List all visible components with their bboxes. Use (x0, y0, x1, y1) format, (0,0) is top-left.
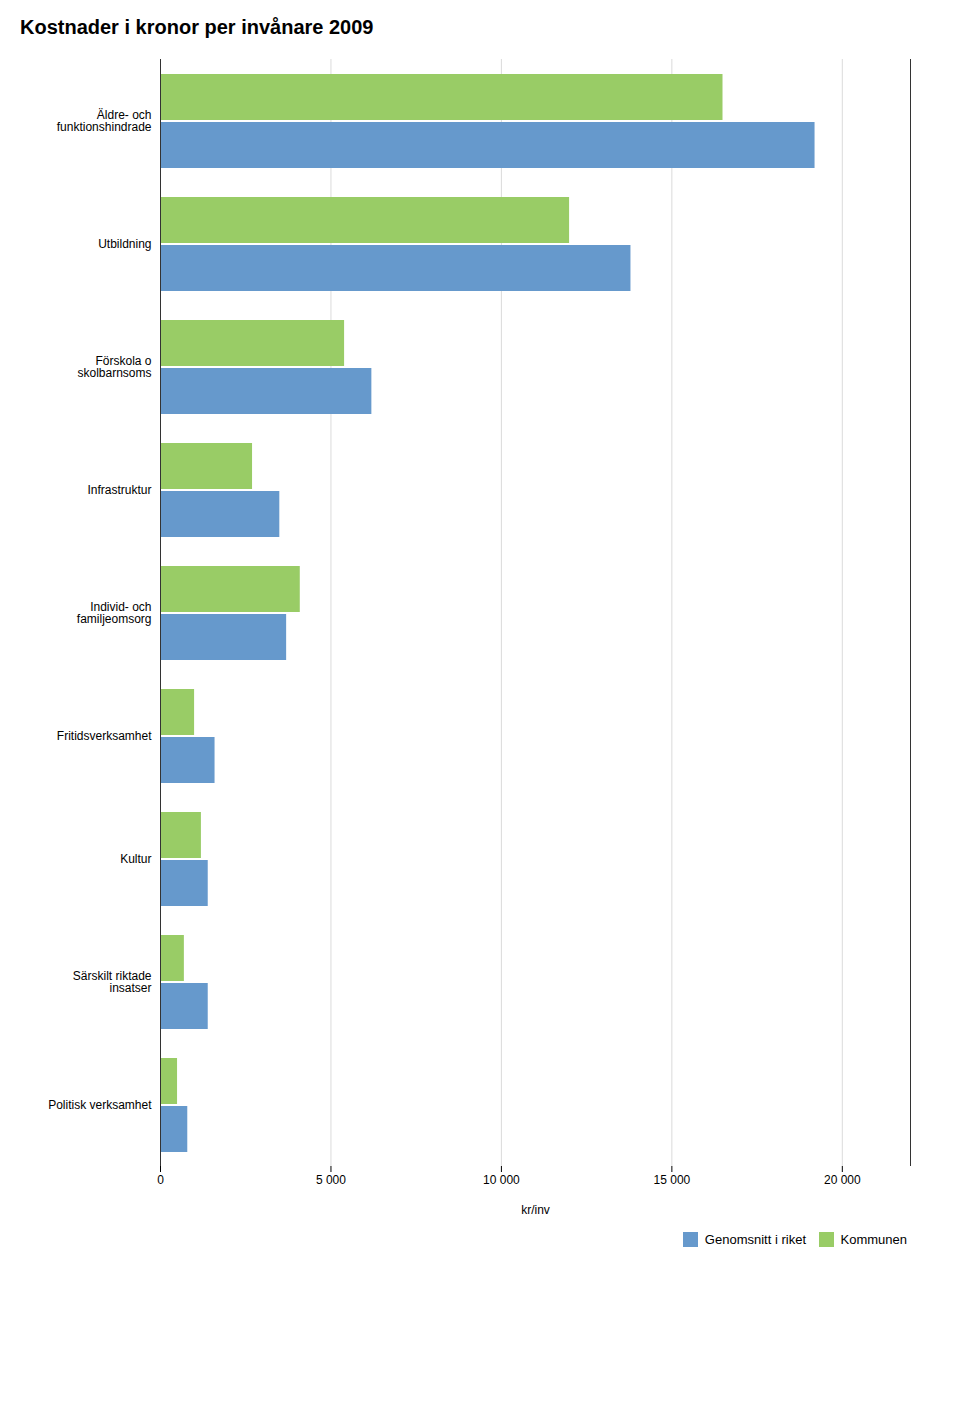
svg-text:5 000: 5 000 (316, 1173, 346, 1187)
svg-text:15 000: 15 000 (654, 1173, 691, 1187)
svg-text:Äldre- ochfunktionshindrade: Äldre- ochfunktionshindrade (57, 108, 152, 134)
svg-text:Fritidsverksamhet: Fritidsverksamhet (57, 729, 152, 743)
svg-text:10 000: 10 000 (483, 1173, 520, 1187)
svg-text:kr/inv: kr/inv (521, 1203, 550, 1217)
svg-text:Individ- ochfamiljeomsorg: Individ- ochfamiljeomsorg (77, 600, 152, 626)
svg-text:Förskola oskolbarnsoms: Förskola oskolbarnsoms (77, 354, 151, 380)
svg-text:Infrastruktur: Infrastruktur (87, 483, 151, 497)
svg-text:20 000: 20 000 (824, 1173, 861, 1187)
svg-text:Politisk verksamhet: Politisk verksamhet (48, 1098, 152, 1112)
svg-text:Särskilt riktadeinsatser: Särskilt riktadeinsatser (73, 969, 152, 995)
svg-text:Kultur: Kultur (120, 852, 151, 866)
html-text:Genomsnitt i riket: Genomsnitt i riket (704, 1232, 806, 1247)
svg-text:0: 0 (157, 1173, 164, 1187)
html-text:Kostnader i kronor per invånar: Kostnader i kronor per invånare 2009 (20, 16, 374, 38)
html-text:Kommunen: Kommunen (840, 1232, 907, 1247)
svg-text:Utbildning: Utbildning (98, 237, 151, 251)
